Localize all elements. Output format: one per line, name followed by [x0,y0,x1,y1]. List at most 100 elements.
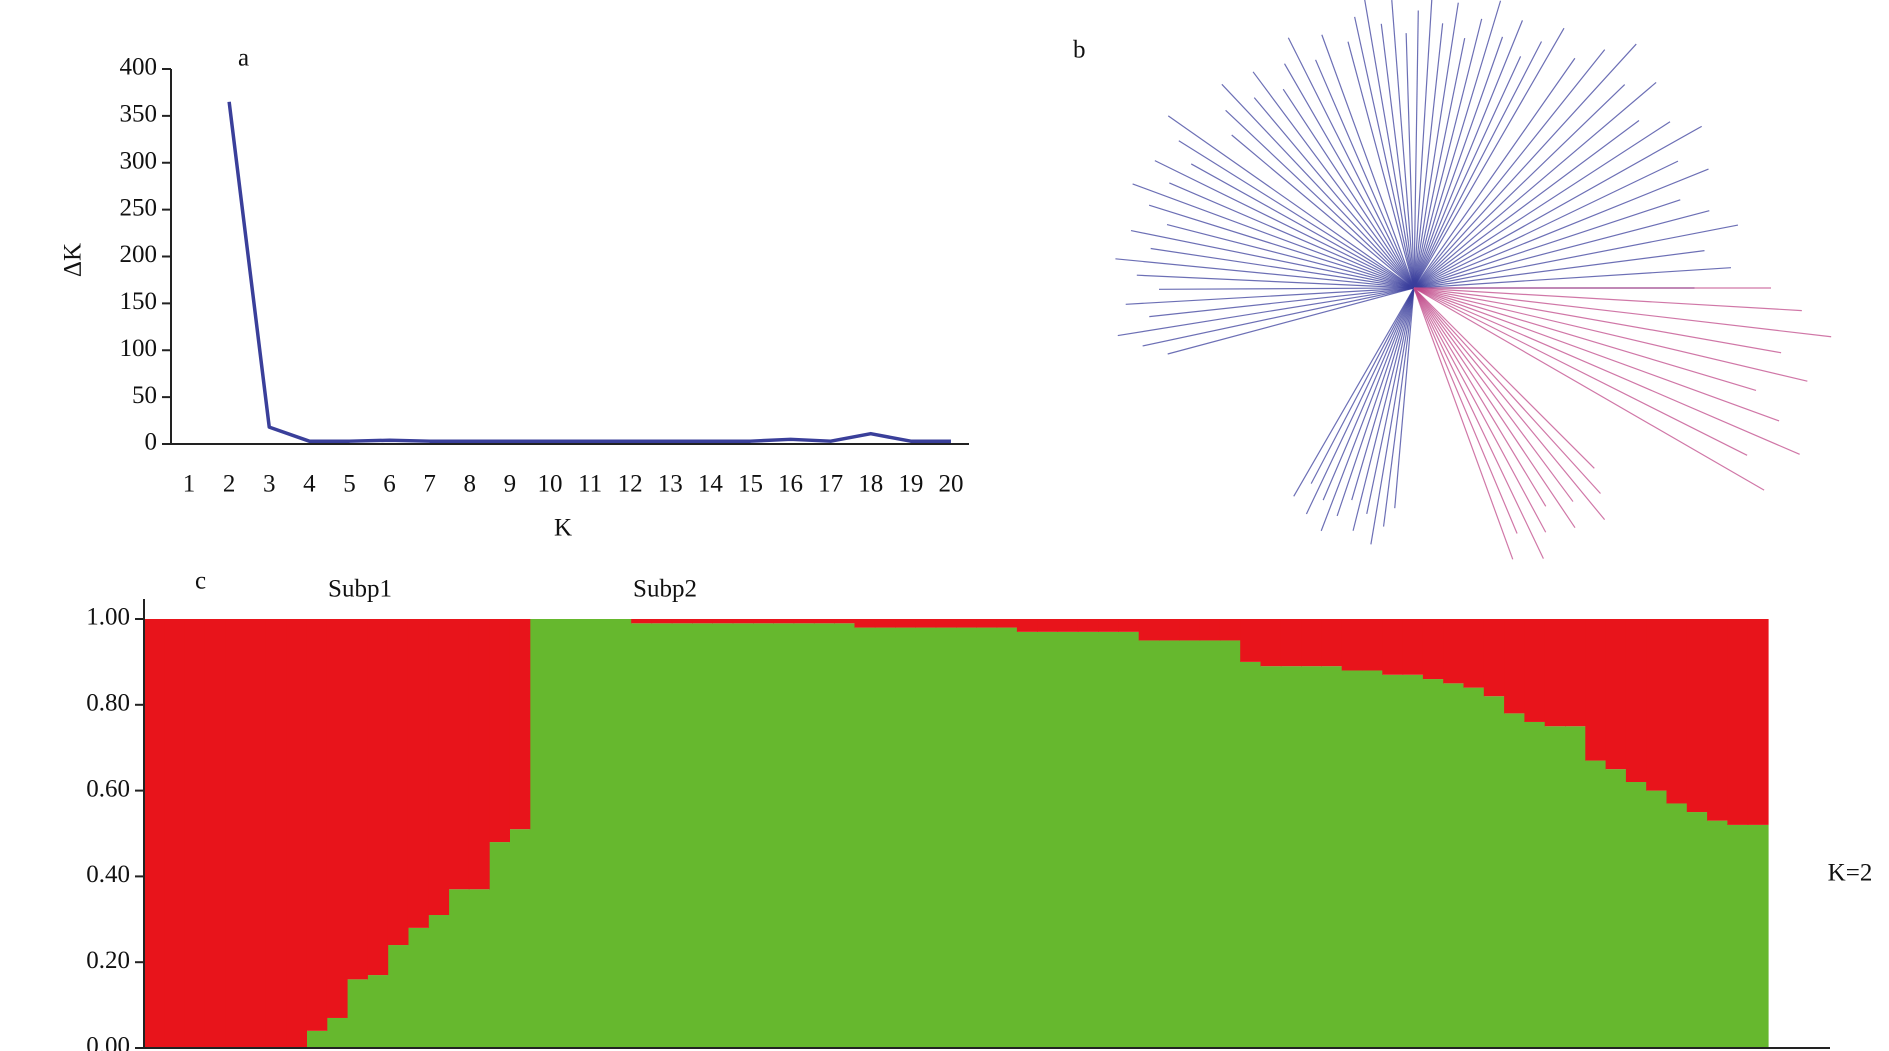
panel-label: b [1073,37,1086,64]
bar-segment [144,619,165,1048]
x-tick-label: 4 [303,471,316,498]
tree-branch [1413,287,1808,382]
group-label: Subp2 [633,576,697,603]
bar-segment [428,915,450,1048]
bar-segment [1118,631,1140,1048]
bar-segment [448,889,470,1048]
bar-segment [813,619,835,624]
bar-segment [996,619,1018,628]
bar-segment [692,619,713,624]
tree-branch [1413,287,1832,338]
x-tick-label: 5 [343,471,356,498]
bar-segment [347,619,368,980]
tree-branch [1321,34,1415,289]
tree-branch [1322,287,1415,501]
bar-segment [1585,760,1607,1048]
bar-segment [631,619,653,624]
bar-segment [1098,619,1119,632]
bar-segment [956,627,977,1048]
bar-segment [1077,619,1099,632]
bar-segment [590,619,612,1048]
bar-segment [793,619,815,624]
bar-segment [1625,619,1647,783]
bar-segment [793,623,815,1048]
bar-segment [935,627,957,1048]
tree [1115,0,1832,560]
bar-segment [1362,619,1383,671]
bar-segment [1585,619,1607,761]
bar-segment [1544,726,1566,1048]
tree-branch [1413,84,1626,289]
bar-segment [286,619,307,1048]
tree-branch [1136,274,1415,289]
tree-branch [1413,287,1576,529]
bar-segment [1260,619,1282,667]
bar-segment [753,619,774,624]
bar-segment [1565,619,1586,727]
x-tick-label: 11 [578,471,602,498]
tree-branch [1413,37,1466,289]
y-tick-label: 300 [120,147,158,174]
bar-segment [692,623,713,1048]
bar-segment [468,889,490,1048]
bar-segment [976,619,998,628]
bar-segment [1199,640,1221,1048]
y-tick-label: 400 [120,54,158,81]
bar-segment [1138,619,1160,641]
bar-segment [1341,670,1363,1048]
x-tick-label: 19 [898,471,923,498]
tree-branch [1413,287,1595,469]
bar-segment [326,619,348,1018]
tree-branch [1130,229,1415,289]
tree-branch [1413,36,1504,289]
tree-branch [1413,287,1757,391]
bar-segment [1605,619,1627,770]
tree-branch [1413,287,1514,560]
bar-segment [1219,640,1241,1048]
tree-branch [1347,41,1415,289]
x-tick-label: 13 [658,471,683,498]
bar-segment [265,619,287,1048]
x-tick-label: 10 [537,471,562,498]
bar-segment [1301,666,1322,1048]
bar-segment [1057,631,1079,1048]
bar-segment [1159,619,1180,641]
bar-segment [712,623,734,1048]
tree-branch [1413,0,1433,289]
tree-branch [1413,287,1547,507]
tree-branch [1413,120,1640,289]
tree-branch [1282,88,1415,289]
bar-segment [1686,619,1708,813]
bar-segment [326,1017,348,1048]
x-tick-label: 20 [938,471,963,498]
bar-segment [306,1030,328,1048]
tree-branch [1405,33,1415,289]
tree-branch [1413,287,1518,534]
y-tick-label: 0.60 [86,775,130,802]
tree-branch [1253,97,1415,289]
bar-segment [1524,721,1546,1048]
x-tick-label: 17 [818,471,843,498]
bar-segment [1382,619,1404,675]
x-tick-label: 6 [383,471,396,498]
bar-segment [1301,619,1322,667]
bar-segment [1362,670,1383,1048]
bar-segment [1646,790,1668,1048]
bar-segment [164,619,186,1048]
bar-segment [1443,683,1465,1048]
tree-branch [1413,0,1502,289]
bar-segment [854,619,876,628]
bar-segment [1037,619,1059,632]
panel-label: a [238,45,249,72]
bar-segment [428,619,450,916]
y-tick-label: 100 [120,335,158,362]
tree-branch [1413,287,1544,559]
tree-branch [1132,183,1415,289]
bar-segment [1666,619,1688,804]
x-tick-label: 2 [223,471,236,498]
tree-branch [1336,287,1415,517]
x-tick-label: 1 [183,471,196,498]
bar-segment [1382,674,1404,1048]
bar-segment [1341,619,1363,671]
